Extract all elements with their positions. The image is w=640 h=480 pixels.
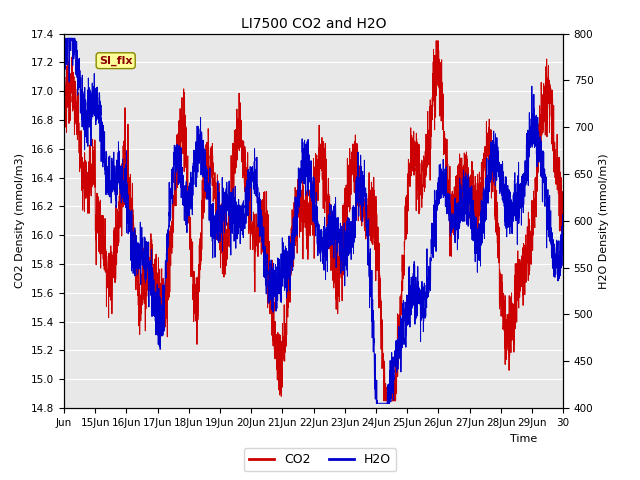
CO2 xyxy=(378,318,385,324)
CO2 xyxy=(163,269,170,275)
CO2 xyxy=(422,159,429,165)
CO2 xyxy=(60,123,68,129)
Legend: CO2, H2O: CO2, H2O xyxy=(244,448,396,471)
H2O xyxy=(60,105,68,111)
H2O xyxy=(483,190,491,195)
CO2 xyxy=(559,209,567,215)
H2O xyxy=(559,234,567,240)
Line: CO2: CO2 xyxy=(64,41,563,401)
Title: LI7500 CO2 and H2O: LI7500 CO2 and H2O xyxy=(241,17,387,31)
X-axis label: Time: Time xyxy=(509,434,537,444)
CO2 xyxy=(380,398,388,404)
CO2 xyxy=(63,38,71,44)
Y-axis label: CO2 Density (mmol/m3): CO2 Density (mmol/m3) xyxy=(15,153,26,288)
CO2 xyxy=(453,180,461,186)
Line: H2O: H2O xyxy=(64,38,563,403)
H2O xyxy=(378,400,385,406)
H2O xyxy=(453,212,461,217)
Y-axis label: H2O Density (mmol/m3): H2O Density (mmol/m3) xyxy=(599,153,609,288)
H2O xyxy=(554,241,562,247)
H2O xyxy=(61,36,69,41)
H2O xyxy=(372,400,380,406)
H2O xyxy=(422,312,429,318)
CO2 xyxy=(554,181,562,187)
Text: SI_flx: SI_flx xyxy=(99,56,132,66)
CO2 xyxy=(483,140,491,145)
H2O xyxy=(163,251,170,256)
